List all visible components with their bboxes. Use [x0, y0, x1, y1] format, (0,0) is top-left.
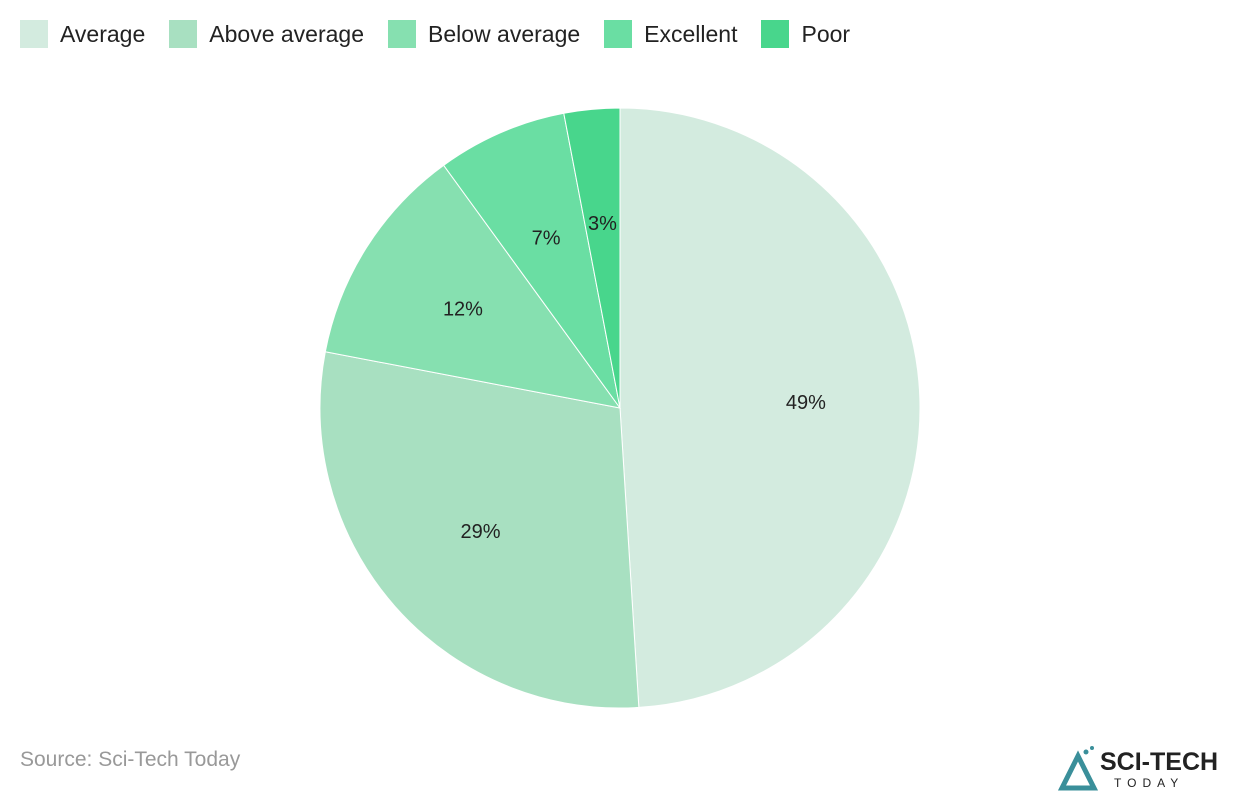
legend-item-above-average[interactable]: Above average — [169, 20, 364, 48]
data-label: 49% — [786, 392, 826, 414]
legend-item-average[interactable]: Average — [20, 20, 145, 48]
legend-swatch — [20, 20, 48, 48]
pie-slice-poor[interactable] — [563, 107, 621, 409]
data-label: 12% — [443, 298, 483, 320]
source-note: Source: Sci-Tech Today — [20, 748, 241, 771]
sci-tech-today-logo: SCI-TECH TODAY — [1058, 746, 1218, 791]
legend-swatch — [604, 20, 633, 48]
legend-swatch — [761, 20, 790, 48]
legend-label: Above average — [209, 20, 364, 47]
logo-subtitle: TODAY — [1114, 776, 1184, 790]
legend-label: Average — [60, 20, 146, 47]
data-label: 29% — [460, 521, 500, 543]
legend-swatch — [388, 20, 416, 48]
pie-slice-average[interactable] — [619, 107, 921, 708]
legend-item-below-average[interactable]: Below average — [388, 20, 580, 48]
legend-item-excellent[interactable]: Excellent — [604, 20, 737, 48]
legend-swatch — [169, 20, 198, 48]
pie-slice-below-average[interactable] — [324, 164, 622, 409]
legend-item-poor[interactable]: Poor — [761, 20, 850, 48]
pie-slice-above-average[interactable] — [319, 351, 640, 709]
logo-title: SCI-TECH — [1100, 748, 1218, 776]
legend-label: Poor — [801, 20, 851, 47]
legend: Average Above average Below average Excelle… — [20, 20, 874, 48]
legend-label: Below average — [428, 20, 581, 47]
pie-slice-excellent[interactable] — [442, 112, 621, 409]
data-label: 7% — [532, 227, 561, 249]
logo-triangle-icon — [1058, 750, 1099, 791]
legend-label: Excellent — [644, 20, 738, 47]
data-label: 3% — [588, 213, 617, 235]
